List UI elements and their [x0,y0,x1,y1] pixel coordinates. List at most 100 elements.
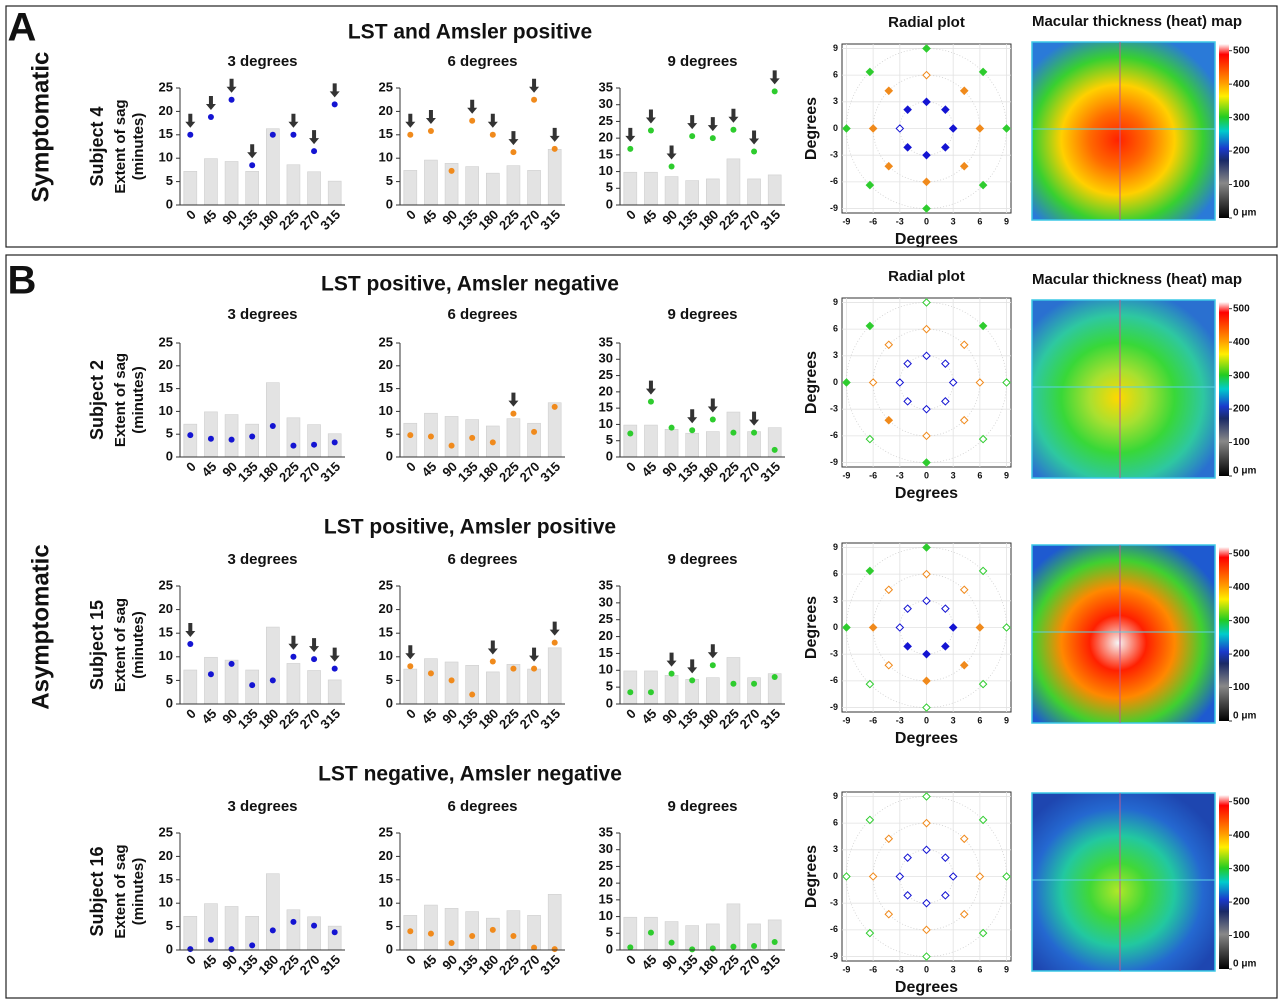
x-tick-label: 6 [977,470,982,480]
chart-title: 6 degrees [447,798,517,815]
colorbar-label: 0 μm [1233,959,1256,970]
x-tick-label: 315 [537,952,563,978]
bar [328,181,341,205]
y-tick-label: 15 [599,146,613,161]
point [449,940,455,946]
x-tick-label: 315 [537,207,563,233]
bar [665,177,678,205]
point [290,654,296,660]
y-tick-label: 6 [833,569,838,579]
x-tick-label: 0 [183,952,199,968]
point [407,132,413,138]
page: {"panels": [ {"label": "A", "group": "Sy… [0,0,1283,1002]
y-tick-label: 3 [833,844,838,854]
point [249,682,255,688]
bar [644,172,657,205]
x-tick-label: 315 [757,706,783,732]
panel-label: B [8,259,37,303]
point [469,118,475,124]
y-tick-label: 0 [386,695,393,710]
point [730,681,736,687]
point [208,114,214,120]
y-tick-label: 5 [386,672,393,687]
colorbar-label: 500 [1233,548,1250,559]
y-tick-label: 15 [159,380,173,395]
bar [665,429,678,457]
point [531,429,537,435]
point [208,671,214,677]
x-tick-label: 3 [951,216,956,226]
arrow [708,399,718,413]
y-tick-label: 9 [833,43,838,53]
y-tick-label: 10 [159,648,173,663]
y-tick-label: 20 [599,130,613,145]
x-tick-label: 0 [924,715,929,725]
y-tick-label: 6 [833,818,838,828]
y-tick-label: 10 [159,403,173,418]
y-tick-label: 0 [833,871,838,881]
point [648,689,654,695]
arrow [309,130,319,144]
y-tick-label: 35 [599,577,613,592]
point [187,132,193,138]
y-tick-label: 3 [833,350,838,360]
figure: ASymptomaticLST and Amsler positiveSubje… [0,0,1283,1002]
y-axis-label: (minutes) [130,113,147,181]
bar [466,665,479,704]
point [751,943,757,949]
bar [644,425,657,457]
radial-x-label: Degrees [895,231,958,248]
bar [727,159,740,205]
point [208,436,214,442]
y-axis-label: Extent of sag [112,598,129,692]
group-label: Symptomatic [27,52,54,203]
bar [548,403,561,457]
bar [528,423,541,457]
point [290,919,296,925]
x-tick-label: 0 [924,470,929,480]
bar [308,670,321,704]
y-tick-label: 10 [379,648,393,663]
x-tick-label: 315 [537,706,563,732]
point [469,435,475,441]
point [407,928,413,934]
y-tick-label: 15 [379,625,393,640]
y-tick-label: 15 [379,126,393,141]
y-tick-label: 35 [599,79,613,94]
heatmap-title: Macular thickness (heat) map [1032,13,1242,30]
bar [548,648,561,704]
point [469,692,475,698]
point [751,430,757,436]
y-tick-label: -3 [830,404,838,414]
y-tick-label: 10 [159,895,173,910]
y-tick-label: 10 [599,163,613,178]
point [552,640,558,646]
row-title: LST positive, Amsler negative [321,273,619,296]
bar [184,424,197,457]
y-tick-label: 10 [379,150,393,165]
point [730,944,736,950]
x-tick-label: 3 [951,964,956,974]
y-tick-label: 0 [166,695,173,710]
bar [768,175,781,205]
y-tick-label: 20 [599,875,613,890]
point [229,97,235,103]
point [428,128,434,134]
point [689,427,695,433]
point [648,399,654,405]
y-tick-label: 20 [159,357,173,372]
radial-title: Radial plot [888,14,965,31]
y-tick-label: 0 [606,196,613,211]
bar [266,874,279,950]
y-tick-label: 25 [599,858,613,873]
point [627,431,633,437]
point [270,927,276,933]
y-tick-label: 15 [159,625,173,640]
bar [644,671,657,704]
point [627,146,633,152]
x-tick-label: 45 [639,207,660,228]
point [311,923,317,929]
radial-title: Radial plot [888,268,965,285]
radial-x-label: Degrees [895,979,958,996]
colorbar-label: 300 [1233,863,1250,874]
